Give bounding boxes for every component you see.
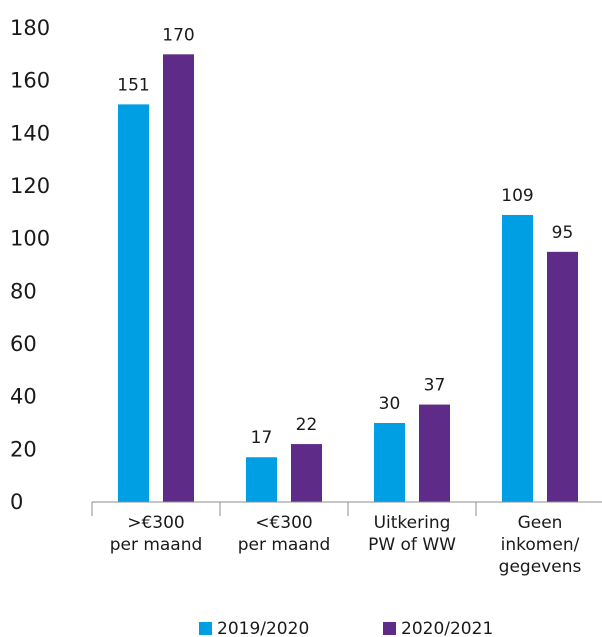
y-tick-label: 0 <box>10 490 23 514</box>
y-tick-label: 120 <box>10 174 50 198</box>
x-tick-label: <€300 per maand <box>238 513 331 555</box>
legend: 2019/2020 2020/2021 <box>199 619 493 637</box>
legend-swatch <box>199 622 212 635</box>
bar <box>502 214 533 502</box>
y-tick-label: 140 <box>10 121 50 145</box>
y-tick-label: 20 <box>10 437 37 461</box>
legend-swatch <box>383 622 396 635</box>
data-label: 109 <box>501 186 533 206</box>
data-labels: 151 17 30 109 170 22 37 95 <box>117 25 573 448</box>
data-label: 37 <box>424 376 446 396</box>
bar <box>163 54 194 502</box>
data-label: 22 <box>296 415 318 435</box>
x-axis: >€300 per maand <€300 per maand Uitkering PW … <box>91 501 602 577</box>
y-tick-label: 80 <box>10 279 37 303</box>
y-tick-label: 180 <box>10 16 50 40</box>
data-label: 151 <box>117 75 149 95</box>
bar <box>374 423 405 502</box>
data-label: 17 <box>251 428 273 448</box>
y-tick-label: 100 <box>10 227 50 251</box>
legend-label: 2019/2020 <box>217 619 309 637</box>
bar <box>291 444 322 502</box>
bar <box>118 104 149 502</box>
data-label: 170 <box>162 25 194 45</box>
y-axis: 0 20 40 60 80 100 120 140 160 180 <box>10 16 50 514</box>
x-tick-label: Uitkering PW of WW <box>368 513 456 555</box>
bar <box>547 251 578 502</box>
data-label: 30 <box>379 394 401 414</box>
y-tick-label: 60 <box>10 332 37 356</box>
y-tick-label: 160 <box>10 69 50 93</box>
bars <box>118 54 578 502</box>
bar <box>419 404 450 502</box>
y-tick-label: 40 <box>10 385 37 409</box>
data-label: 95 <box>552 223 574 243</box>
legend-label: 2020/2021 <box>401 619 493 637</box>
bar <box>246 457 277 502</box>
x-tick-label: Geen inkomen/gegevens <box>499 513 582 577</box>
x-tick-label: >€300 per maand <box>110 513 203 555</box>
